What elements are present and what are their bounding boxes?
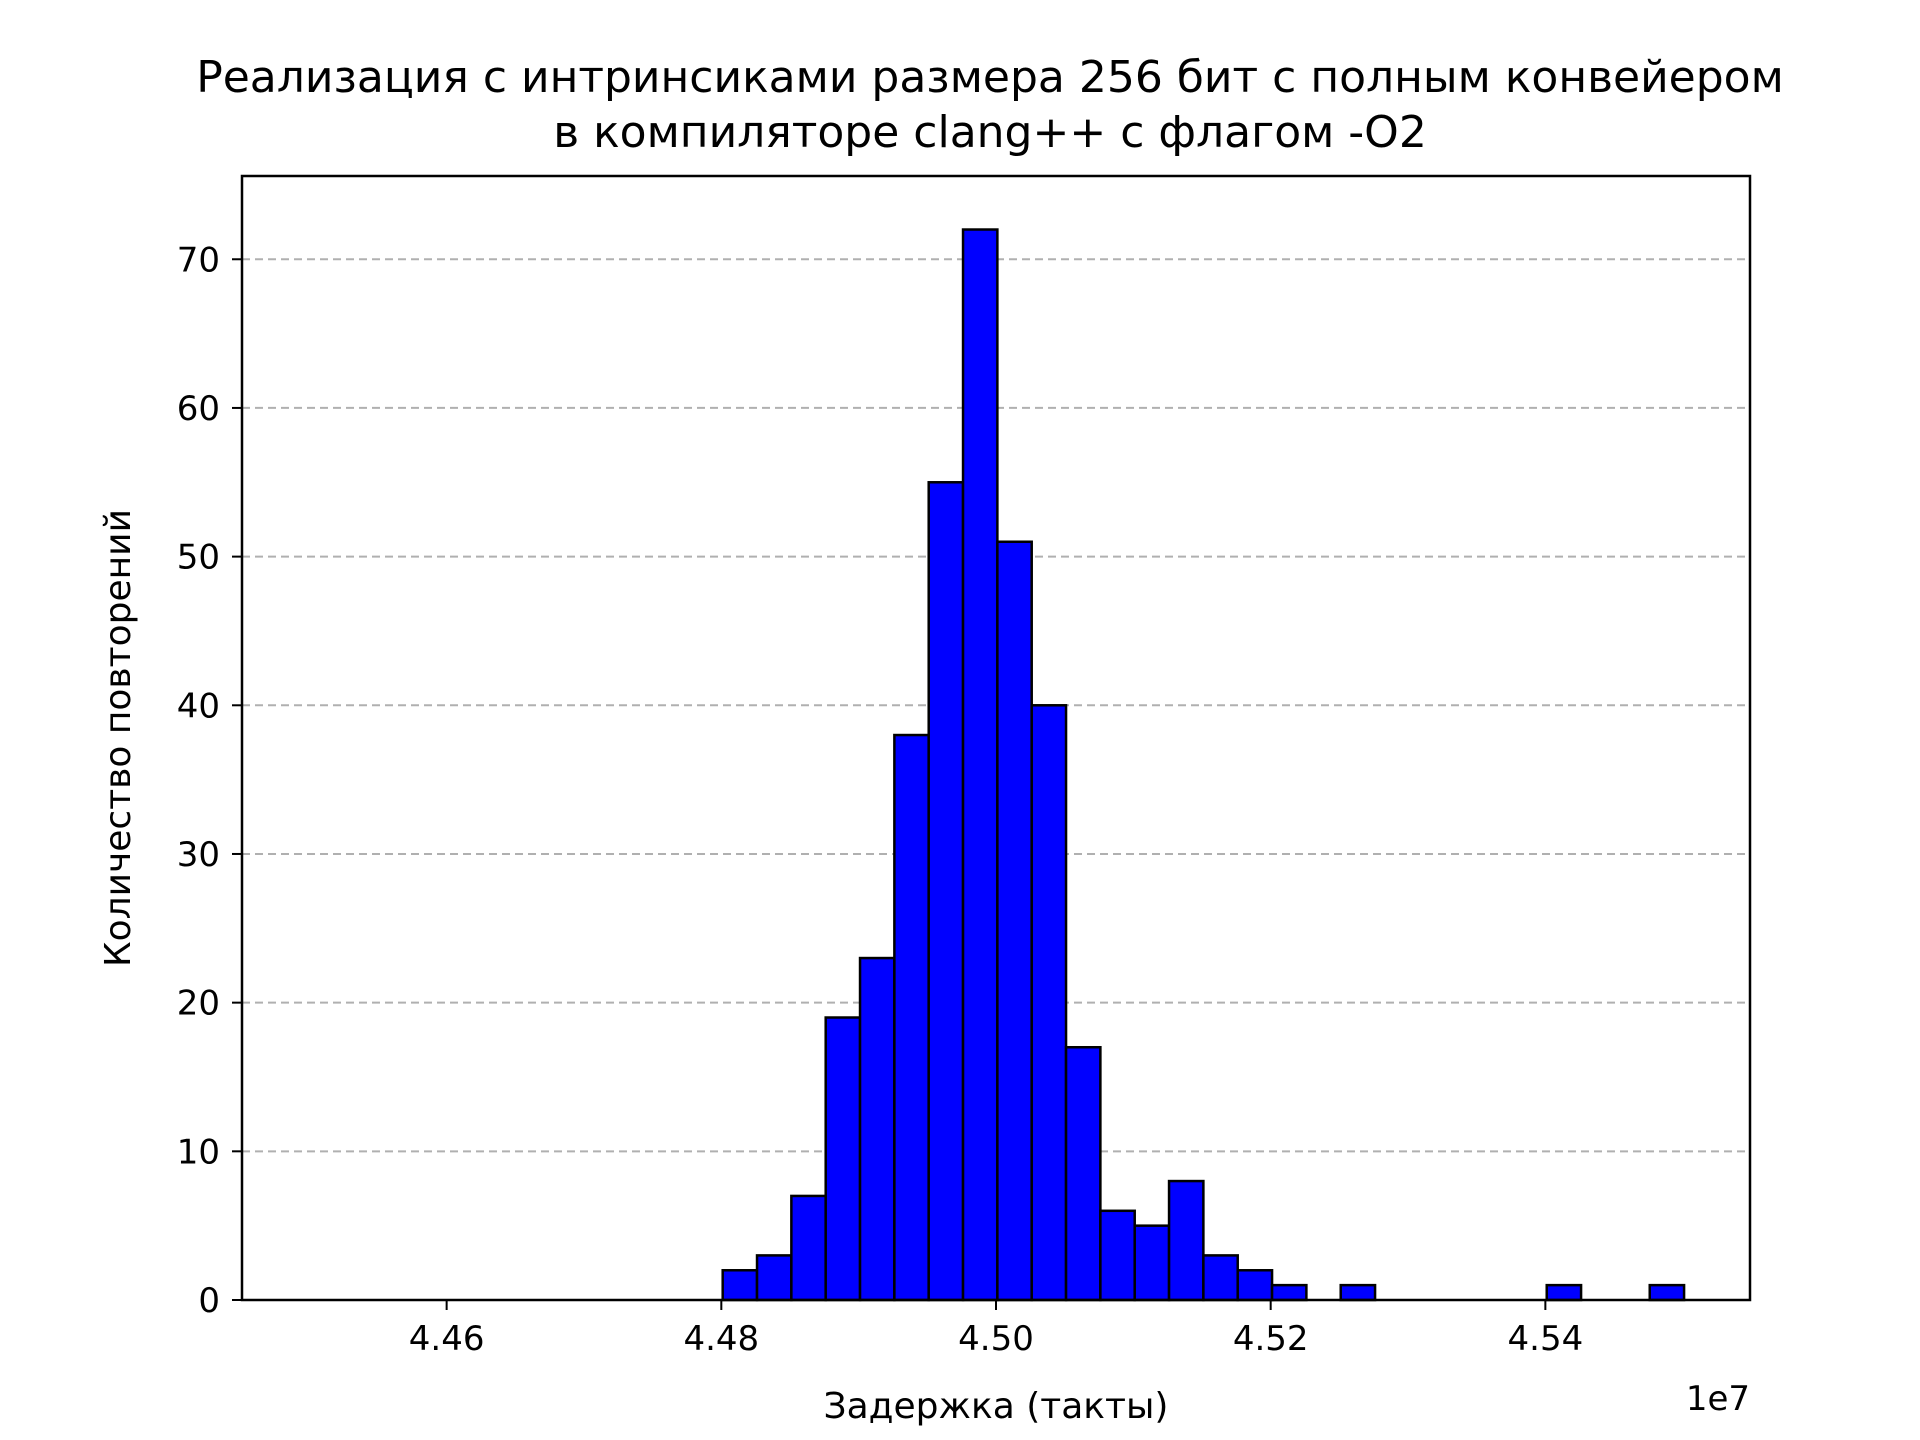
histogram-bar-22	[1064, 1045, 1102, 1302]
histogram-bar-19	[961, 228, 999, 1302]
histogram-bar-13	[755, 1254, 793, 1302]
histogram-bar-28	[1270, 1283, 1308, 1302]
y-axis-ticks: 0 10 20 30 40 50 60 70	[177, 240, 242, 1321]
histogram-bar-36	[1545, 1283, 1583, 1302]
histogram-bar-14	[790, 1194, 827, 1302]
histogram-bar-18	[927, 481, 965, 1302]
histogram-bar-27	[1236, 1269, 1274, 1302]
y-tick-label-1: 10	[177, 1132, 220, 1172]
y-tick-label-3: 30	[177, 835, 220, 875]
x-tick-label-0: 4.46	[409, 1319, 485, 1359]
histogram-bar-26	[1202, 1254, 1239, 1302]
histogram-bar-25	[1167, 1179, 1205, 1302]
x-tick-label-1: 4.48	[683, 1319, 759, 1359]
y-axis-label: Количество повторений	[98, 509, 139, 967]
y-tick-label-7: 70	[177, 240, 220, 280]
y-tick-label-0: 0	[198, 1281, 220, 1321]
histogram-bar-12	[721, 1269, 759, 1302]
histogram-bar-24	[1133, 1224, 1171, 1302]
x-tick-label-4: 4.54	[1508, 1319, 1584, 1359]
histogram-bar-39	[1648, 1283, 1686, 1302]
histogram-bar-21	[1030, 704, 1068, 1302]
histogram-bar-20	[996, 540, 1033, 1302]
histogram-bar-30	[1339, 1283, 1377, 1302]
histogram-bars	[721, 228, 1686, 1302]
y-tick-label-2: 20	[177, 984, 220, 1024]
chart-title-line-1: Реализация с интринсиками размера 256 би…	[196, 52, 1784, 103]
x-axis-label: Задержка (такты)	[824, 1386, 1169, 1427]
chart-title-line-2: в компиляторе clang++ с флагом -O2	[553, 107, 1427, 158]
x-axis-ticks: 4.46 4.48 4.50 4.52 4.54	[409, 1300, 1583, 1359]
x-tick-label-2: 4.50	[958, 1319, 1034, 1359]
histogram-bar-16	[858, 956, 896, 1302]
x-axis-offset-label: 1e7	[1686, 1379, 1750, 1419]
plot-frame	[240, 174, 1752, 1302]
y-tick-label-4: 40	[177, 686, 220, 726]
histogram-bar-23	[1099, 1209, 1136, 1302]
x-tick-label-3: 4.52	[1233, 1319, 1309, 1359]
y-tick-label-5: 50	[177, 538, 220, 578]
histogram-bar-15	[824, 1016, 862, 1302]
histogram-bar-17	[893, 733, 930, 1302]
y-tick-label-6: 60	[177, 389, 220, 429]
chart-title: Реализация с интринсиками размера 256 би…	[196, 52, 1784, 158]
